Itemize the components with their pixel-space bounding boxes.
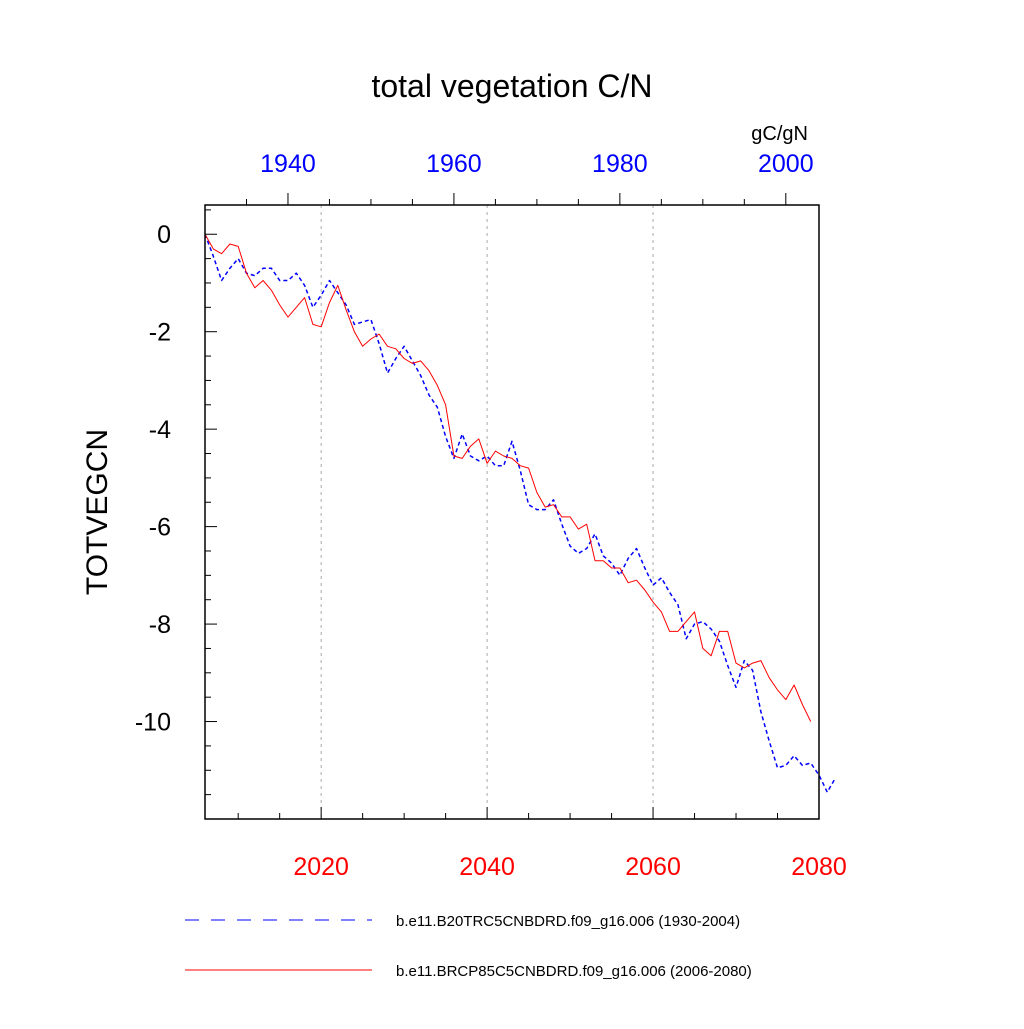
legend: b.e11.B20TRC5CNBDRD.f09_g16.006 (1930-20… xyxy=(185,913,752,980)
top-axis-tick-label: 2000 xyxy=(758,150,814,178)
y-axis-tick-label: -10 xyxy=(135,709,171,737)
top-axis-tick-label: 1980 xyxy=(592,150,648,178)
bottom-axis-tick-label: 2040 xyxy=(459,853,515,881)
y-axis-label: TOTVEGCN xyxy=(81,429,114,595)
y-axis-tick-label: 0 xyxy=(157,221,171,249)
units-label: gC/gN xyxy=(751,123,808,145)
legend-label-2: b.e11.BRCP85C5CNBDRD.f09_g16.006 (2006-2… xyxy=(396,963,752,980)
legend-label-1: b.e11.B20TRC5CNBDRD.f09_g16.006 (1930-20… xyxy=(396,913,740,930)
axes: 2020 2040 2060 2080 1940 1960 1980 2000 0 -2 -4 -6 -… xyxy=(135,150,847,881)
top-axis-tick-label: 1940 xyxy=(260,150,316,178)
gridlines xyxy=(320,205,654,819)
chart-title: total vegetation C/N xyxy=(371,68,652,104)
top-axis-tick-label: 1960 xyxy=(426,150,482,178)
y-axis-tick-label: -8 xyxy=(149,611,171,639)
bottom-axis-tick-label: 2080 xyxy=(791,853,847,881)
y-axis-tick-label: -6 xyxy=(149,514,171,542)
series-lines xyxy=(204,233,837,793)
y-axis-tick-label: -4 xyxy=(149,416,171,444)
plot-frame xyxy=(204,204,820,820)
bottom-axis-tick-label: 2020 xyxy=(293,853,349,881)
y-axis-tick-label: -2 xyxy=(149,319,171,347)
bottom-axis-tick-label: 2060 xyxy=(625,853,681,881)
series-line-2 xyxy=(204,233,812,722)
series-line-1 xyxy=(204,233,837,793)
